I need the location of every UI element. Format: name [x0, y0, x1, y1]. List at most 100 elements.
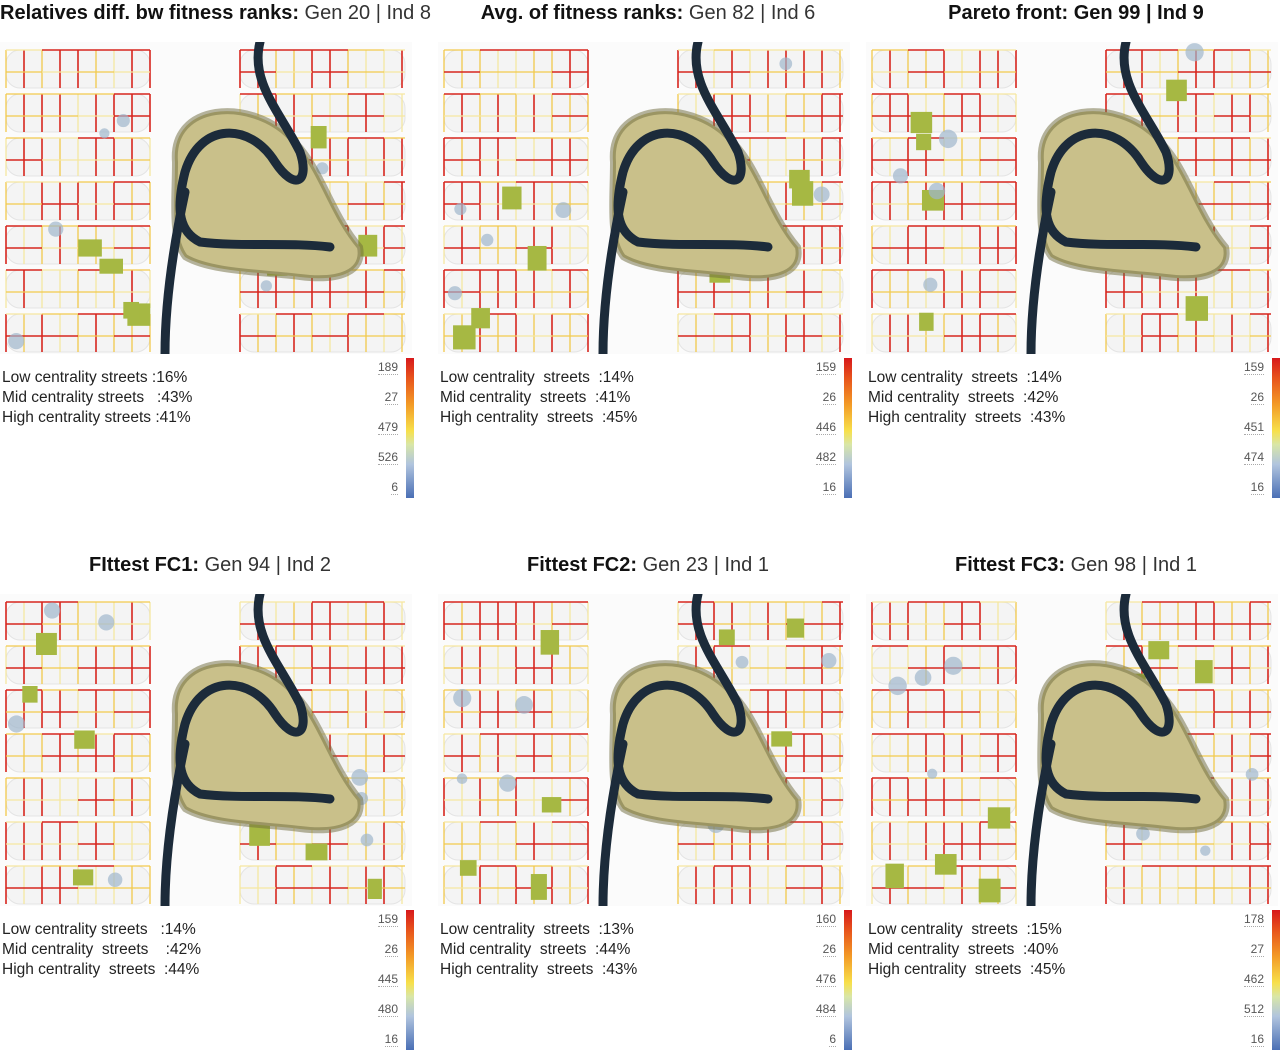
color-ramp	[844, 358, 852, 498]
centrality-legend: 189 27 479 526 6	[364, 358, 414, 498]
legend-tick: 446	[815, 420, 836, 435]
floodplain-island	[609, 660, 802, 834]
park	[1166, 79, 1187, 102]
street-network-map	[0, 594, 412, 906]
color-ramp	[1272, 358, 1280, 498]
plaza	[260, 280, 273, 292]
legend-tick: 178	[1243, 912, 1264, 927]
street-network-map	[438, 42, 850, 354]
park	[367, 878, 382, 900]
legend-tick: 474	[1243, 450, 1264, 465]
panel-title: FIttest FC1: Gen 94 | Ind 2	[89, 554, 331, 576]
plaza	[499, 774, 517, 792]
map-canvas	[866, 594, 1278, 906]
parks	[885, 641, 1259, 903]
city-block	[239, 313, 406, 353]
panel-fittest-fc3: Fittest FC3: Gen 98 | Ind 1 Low centrali…	[866, 552, 1286, 1062]
park	[530, 874, 547, 900]
plaza	[944, 656, 963, 675]
park	[1185, 296, 1209, 321]
city-block	[677, 313, 844, 353]
park	[459, 860, 477, 876]
park	[987, 807, 1011, 829]
park	[471, 308, 490, 329]
legend-tick: 26	[384, 942, 398, 957]
plaza	[938, 129, 958, 149]
high-centrality-stat: High centrality streets :43%	[868, 409, 1066, 426]
legend-tick: 480	[377, 1002, 398, 1017]
plaza	[116, 114, 130, 128]
legend-tick: 445	[377, 972, 398, 987]
panel-title: Relatives diff. bw fitness ranks: Gen 20…	[0, 2, 431, 24]
park	[934, 854, 957, 875]
legend-tick: 159	[377, 912, 398, 927]
plaza	[1200, 845, 1211, 856]
street-network-map	[0, 42, 412, 354]
plaza	[923, 277, 938, 292]
legend-tick: 26	[1250, 390, 1264, 405]
panel-title: Pareto front: Gen 99 | Ind 9	[948, 2, 1204, 24]
legend-tick: 27	[1250, 942, 1264, 957]
park	[541, 797, 562, 813]
plaza	[1185, 43, 1204, 62]
legend-tick: 526	[377, 450, 398, 465]
low-centrality-stat: Low centrality streets :14%	[440, 369, 634, 386]
legend-tick: 512	[1243, 1002, 1264, 1017]
legend-tick: 16	[384, 1032, 398, 1047]
color-ramp	[406, 358, 414, 498]
high-centrality-stat: High centrality streets :41%	[2, 409, 191, 426]
park	[78, 239, 102, 257]
legend-tick: 16	[1250, 1032, 1264, 1047]
centrality-legend: 159 26 445 480 16	[364, 910, 414, 1050]
map-canvas	[438, 594, 850, 906]
map-canvas	[0, 42, 412, 354]
park	[1195, 660, 1213, 684]
high-centrality-stat: High centrality streets :45%	[440, 409, 638, 426]
centrality-legend: 159 26 446 482 16	[802, 358, 852, 498]
centrality-stats: Low centrality streets :16% Mid centrali…	[2, 368, 192, 428]
centrality-stats: Low centrality streets :14% Mid centrali…	[2, 920, 201, 980]
centrality-stats: Low centrality streets :14% Mid centrali…	[868, 368, 1065, 428]
street-network-map	[438, 594, 850, 906]
plaza	[98, 614, 115, 631]
color-ramp	[844, 910, 852, 1050]
low-centrality-stat: Low centrality streets :14%	[2, 921, 196, 938]
legend-tick: 26	[822, 942, 836, 957]
plaza	[1136, 826, 1150, 841]
park	[527, 245, 547, 271]
map-canvas	[866, 42, 1278, 354]
panel-fittest-fc1: FIttest FC1: Gen 94 | Ind 2 Low centrali…	[0, 552, 420, 1062]
plaza	[928, 182, 946, 200]
park	[885, 863, 904, 889]
plaza	[735, 655, 749, 669]
city-block	[1105, 865, 1272, 905]
color-ramp	[1272, 910, 1280, 1050]
park	[919, 312, 934, 331]
legend-tick: 6	[391, 480, 398, 495]
centrality-legend: 178 27 462 512 16	[1230, 910, 1280, 1050]
mid-centrality-stat: Mid centrality streets :44%	[440, 941, 631, 958]
centrality-stats: Low centrality streets :15% Mid centrali…	[868, 920, 1065, 980]
park	[540, 630, 560, 655]
plaza	[515, 696, 533, 714]
panel-avg-fitness: Avg. of fitness ranks: Gen 82 | Ind 6 Lo…	[438, 0, 858, 510]
plaza	[892, 168, 909, 184]
park	[72, 869, 94, 886]
parks	[8, 114, 378, 350]
park	[305, 843, 328, 861]
park	[789, 169, 810, 189]
legend-tick: 476	[815, 972, 836, 987]
plaza	[914, 669, 932, 686]
legend-tick: 189	[377, 360, 398, 375]
color-ramp	[406, 910, 414, 1050]
legend-tick: 482	[815, 450, 836, 465]
plaza	[927, 768, 938, 779]
park	[786, 618, 805, 638]
legend-tick: 159	[1243, 360, 1264, 375]
mid-centrality-stat: Mid centrality streets :41%	[440, 389, 631, 406]
low-centrality-stat: Low centrality streets :15%	[868, 921, 1062, 938]
river	[1026, 42, 1201, 354]
plaza	[447, 286, 462, 301]
panel-title: Fittest FC2: Gen 23 | Ind 1	[527, 554, 769, 576]
plaza	[360, 833, 374, 847]
